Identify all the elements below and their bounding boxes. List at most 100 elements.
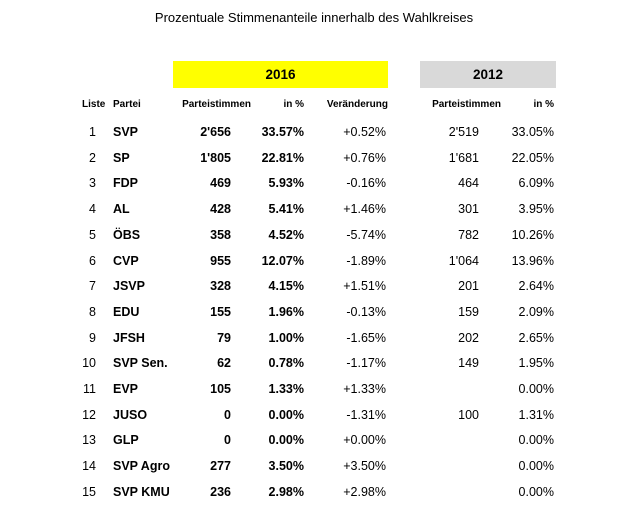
cell-veraenderung: -1.31% — [346, 407, 386, 422]
cell-partei: JUSO — [113, 407, 148, 422]
cell-parteistimmen-2016: 1'805 — [200, 150, 231, 165]
col-header-veraenderung: Veränderung — [326, 99, 388, 110]
table-row: 2 SP 1'805 22.81% +0.76% 1'681 22.05% — [0, 151, 628, 177]
cell-parteistimmen-2016: 358 — [210, 227, 231, 242]
cell-parteistimmen-2012: 201 — [458, 279, 479, 294]
cell-veraenderung: -0.13% — [346, 304, 386, 319]
cell-pct-2012: 33.05% — [511, 125, 554, 139]
cell-pct-2012: 1.95% — [518, 356, 554, 371]
cell-pct-2016: 12.07% — [261, 253, 304, 268]
table-row: 13 GLP 0 0.00% +0.00% 0.00% — [0, 433, 628, 459]
cell-partei: ÖBS — [113, 227, 141, 242]
cell-parteistimmen-2016: 0 — [224, 407, 231, 422]
cell-liste: 5 — [89, 227, 96, 242]
cell-parteistimmen-2016: 955 — [210, 253, 231, 268]
cell-parteistimmen-2012: 1'064 — [448, 253, 479, 268]
cell-liste: 7 — [89, 279, 96, 294]
cell-veraenderung: -1.17% — [346, 356, 386, 371]
cell-parteistimmen-2016: 105 — [210, 382, 231, 396]
cell-pct-2012: 3.95% — [518, 202, 554, 217]
cell-parteistimmen-2012: 301 — [458, 202, 479, 217]
col-header-pct-2012: in % — [533, 99, 554, 110]
cell-veraenderung: -1.89% — [346, 253, 386, 268]
cell-pct-2012: 2.65% — [518, 330, 554, 345]
cell-pct-2016: 3.50% — [268, 459, 304, 474]
cell-liste: 1 — [89, 125, 96, 139]
cell-parteistimmen-2012: 202 — [458, 330, 479, 345]
cell-veraenderung: +2.98% — [343, 484, 386, 499]
cell-parteistimmen-2016: 155 — [210, 304, 231, 319]
cell-pct-2012: 0.00% — [518, 459, 554, 474]
table-row: 14 SVP Agro 277 3.50% +3.50% 0.00% — [0, 459, 628, 485]
cell-liste: 8 — [89, 304, 96, 319]
table-row: 1 SVP 2'656 33.57% +0.52% 2'519 33.05% — [0, 125, 628, 151]
col-header-parteistimmen-2012: Parteistimmen — [432, 99, 501, 110]
cell-pct-2012: 0.00% — [518, 484, 554, 499]
col-header-parteistimmen-2016: Parteistimmen — [182, 99, 251, 110]
cell-pct-2016: 4.52% — [268, 227, 304, 242]
cell-liste: 11 — [83, 382, 96, 396]
cell-liste: 14 — [82, 459, 96, 474]
cell-pct-2016: 0.00% — [268, 433, 304, 448]
year-2016-header: 2016 — [173, 61, 388, 88]
cell-parteistimmen-2012: 1'681 — [448, 150, 479, 165]
cell-pct-2016: 33.57% — [261, 125, 304, 139]
cell-pct-2016: 1.00% — [268, 330, 304, 345]
table-row: 3 FDP 469 5.93% -0.16% 464 6.09% — [0, 176, 628, 202]
cell-liste: 6 — [89, 253, 96, 268]
cell-pct-2016: 5.93% — [268, 176, 304, 191]
cell-liste: 9 — [89, 330, 96, 345]
cell-parteistimmen-2016: 79 — [217, 330, 231, 345]
table-row: 12 JUSO 0 0.00% -1.31% 100 1.31% — [0, 408, 628, 434]
table-row: 4 AL 428 5.41% +1.46% 301 3.95% — [0, 202, 628, 228]
cell-partei: CVP — [113, 253, 139, 268]
cell-parteistimmen-2012: 149 — [458, 356, 479, 371]
cell-liste: 10 — [82, 356, 96, 371]
cell-liste: 4 — [89, 202, 96, 217]
cell-veraenderung: +1.51% — [343, 279, 386, 294]
cell-liste: 13 — [82, 433, 96, 448]
cell-pct-2016: 2.98% — [268, 484, 304, 499]
cell-veraenderung: +1.33% — [343, 382, 386, 396]
cell-veraenderung: -0.16% — [346, 176, 386, 191]
cell-veraenderung: +0.76% — [343, 150, 386, 165]
table-row: 10 SVP Sen. 62 0.78% -1.17% 149 1.95% — [0, 356, 628, 382]
cell-partei: EDU — [113, 304, 140, 319]
cell-partei: JSVP — [113, 279, 145, 294]
cell-veraenderung: +3.50% — [343, 459, 386, 474]
cell-partei: SVP — [113, 125, 139, 139]
cell-liste: 3 — [89, 176, 96, 191]
cell-veraenderung: +0.52% — [343, 125, 386, 139]
table-row: 7 JSVP 328 4.15% +1.51% 201 2.64% — [0, 279, 628, 305]
cell-pct-2016: 0.78% — [268, 356, 304, 371]
cell-pct-2016: 1.33% — [268, 382, 304, 396]
cell-partei: JFSH — [113, 330, 145, 345]
cell-pct-2012: 0.00% — [518, 382, 554, 396]
cell-veraenderung: +0.00% — [343, 433, 386, 448]
cell-pct-2016: 4.15% — [268, 279, 304, 294]
cell-parteistimmen-2012: 100 — [458, 407, 479, 422]
cell-parteistimmen-2016: 62 — [217, 356, 231, 371]
cell-partei: FDP — [113, 176, 138, 191]
cell-pct-2012: 2.09% — [518, 304, 554, 319]
col-header-liste: Liste — [82, 99, 106, 110]
cell-pct-2012: 10.26% — [511, 227, 554, 242]
cell-pct-2016: 22.81% — [261, 150, 304, 165]
cell-partei: AL — [113, 202, 130, 217]
table-row: 6 CVP 955 12.07% -1.89% 1'064 13.96% — [0, 254, 628, 280]
cell-parteistimmen-2016: 469 — [210, 176, 231, 191]
cell-pct-2012: 6.09% — [518, 176, 554, 191]
cell-partei: GLP — [113, 433, 139, 448]
cell-parteistimmen-2016: 236 — [210, 484, 231, 499]
year-2012-header: 2012 — [420, 61, 556, 88]
cell-partei: SVP KMU — [113, 484, 170, 499]
cell-veraenderung: +1.46% — [343, 202, 386, 217]
table-row: 15 SVP KMU 236 2.98% +2.98% 0.00% — [0, 485, 628, 511]
cell-pct-2016: 0.00% — [268, 407, 304, 422]
table-row: 11 EVP 105 1.33% +1.33% 0.00% — [0, 382, 628, 408]
table-row: 8 EDU 155 1.96% -0.13% 159 2.09% — [0, 305, 628, 331]
cell-partei: EVP — [113, 382, 139, 396]
cell-pct-2016: 5.41% — [268, 202, 304, 217]
cell-parteistimmen-2012: 159 — [458, 304, 479, 319]
col-header-pct-2016: in % — [283, 99, 304, 110]
